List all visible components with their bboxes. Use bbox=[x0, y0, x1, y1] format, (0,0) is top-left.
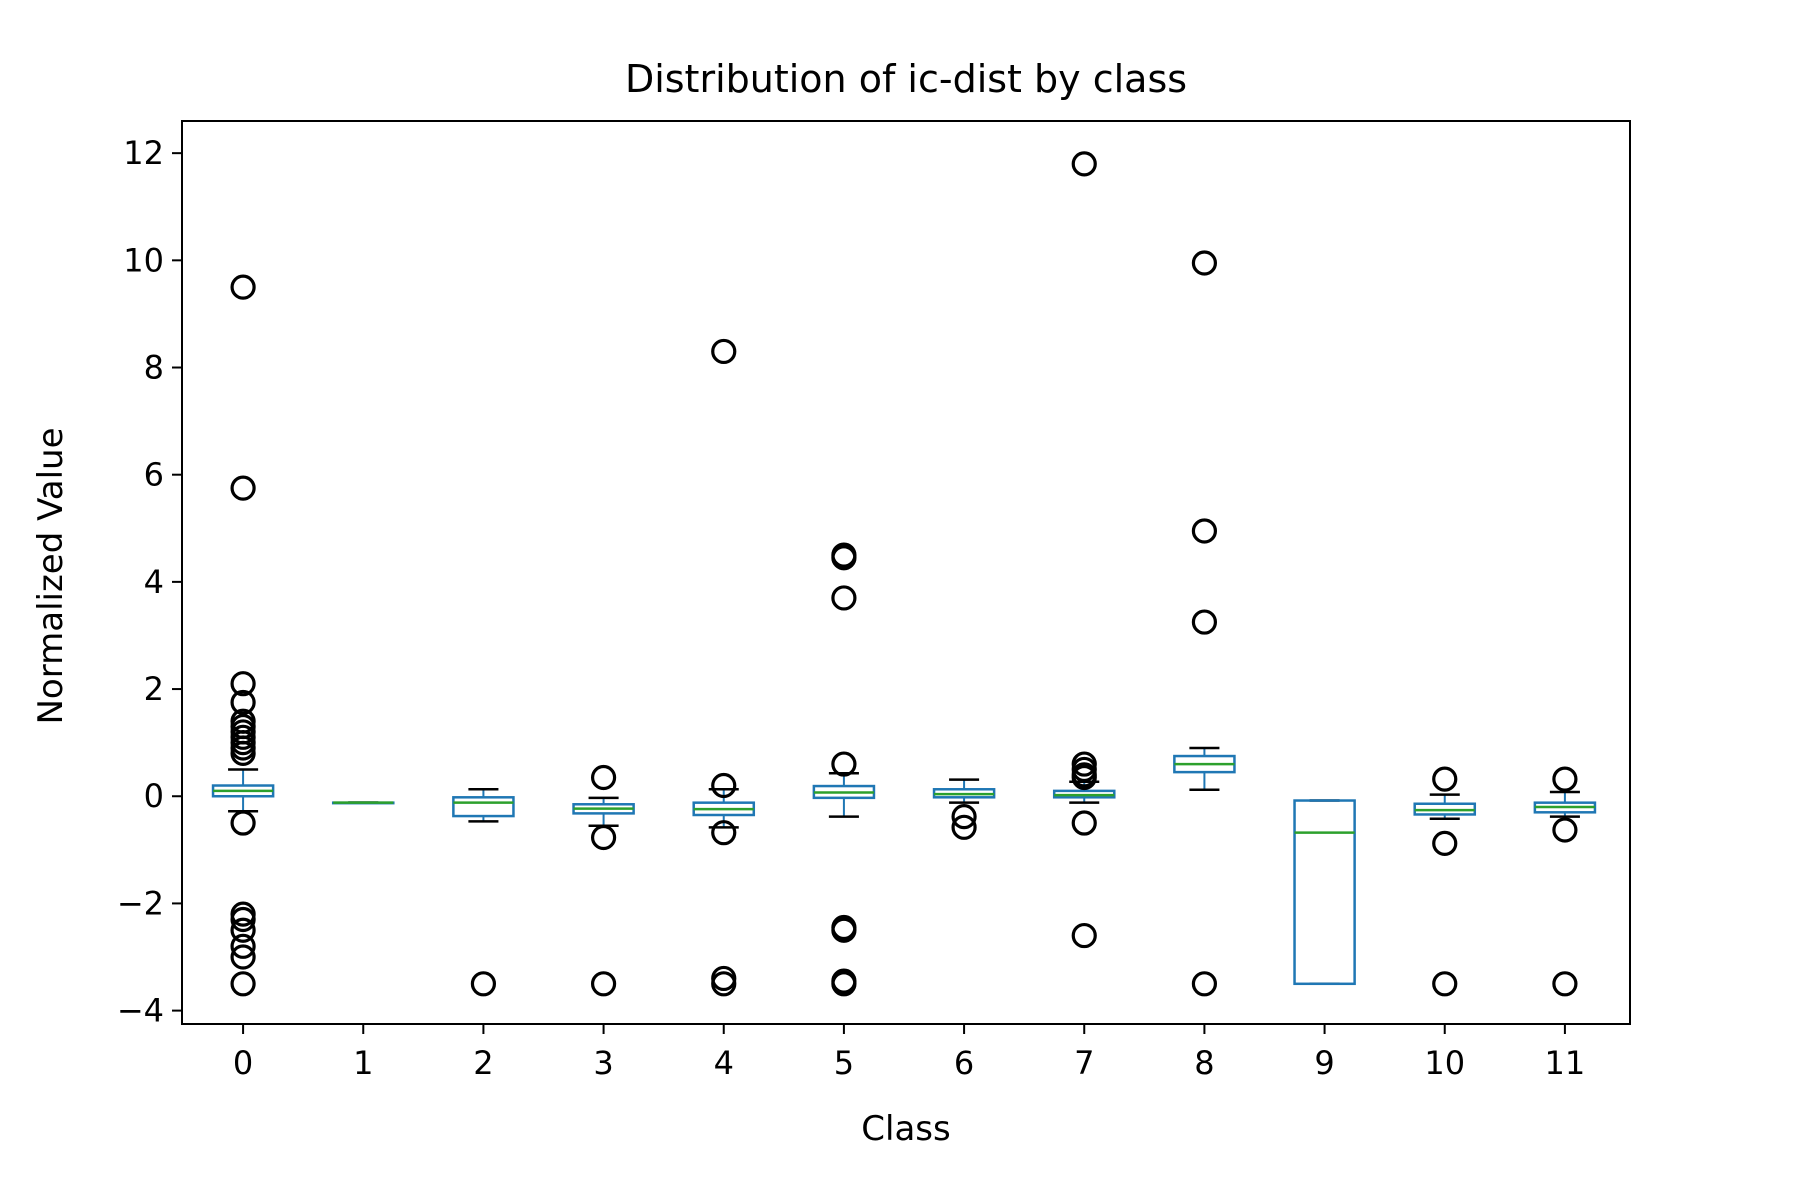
x-axis-label: Class bbox=[861, 1109, 950, 1149]
x-tick-label: 2 bbox=[473, 1044, 493, 1082]
box-group-class-8 bbox=[1173, 250, 1236, 997]
chart-title: Distribution of ic-dist by class bbox=[625, 57, 1187, 101]
outlier-point bbox=[711, 820, 737, 846]
y-tick-label: 6 bbox=[144, 456, 164, 494]
x-tick-label: 8 bbox=[1194, 1044, 1214, 1082]
outlier-point bbox=[230, 906, 256, 933]
iqr-box bbox=[1293, 799, 1356, 986]
outlier-point bbox=[711, 338, 737, 365]
outlier-point bbox=[1552, 817, 1578, 843]
outlier-point bbox=[230, 933, 256, 959]
y-tick-label: −2 bbox=[117, 884, 164, 922]
outlier-point bbox=[230, 475, 256, 501]
x-tick-label: 5 bbox=[834, 1044, 854, 1082]
outlier-point bbox=[230, 971, 256, 997]
box-group-class-1 bbox=[331, 801, 395, 805]
outlier-point bbox=[831, 751, 857, 777]
x-tick-label: 1 bbox=[353, 1044, 373, 1082]
outlier-point bbox=[1552, 971, 1578, 997]
box-group-class-6 bbox=[932, 778, 996, 840]
outlier-point bbox=[470, 971, 497, 997]
x-tick-label: 6 bbox=[954, 1044, 974, 1082]
box-group-class-3 bbox=[572, 764, 635, 997]
outlier-point bbox=[1071, 810, 1097, 836]
outlier-point bbox=[1191, 250, 1218, 276]
box-group-class-2 bbox=[452, 788, 515, 997]
outlier-point bbox=[831, 971, 857, 997]
outlier-point bbox=[1071, 764, 1097, 791]
outlier-point bbox=[1191, 609, 1218, 635]
outlier-point bbox=[590, 764, 617, 791]
y-tick-label: 12 bbox=[123, 134, 164, 172]
x-tick-label: 0 bbox=[233, 1044, 253, 1082]
outlier-point bbox=[1552, 766, 1578, 792]
x-tick-label: 11 bbox=[1545, 1044, 1586, 1082]
y-tick-label: 2 bbox=[144, 670, 164, 708]
outlier-point bbox=[951, 804, 977, 830]
x-tick-label: 4 bbox=[714, 1044, 734, 1082]
box-group-class-5 bbox=[812, 542, 876, 997]
outlier-point bbox=[230, 810, 256, 836]
outlier-point bbox=[230, 740, 256, 766]
outlier-point bbox=[711, 772, 737, 799]
outlier-point bbox=[951, 814, 977, 840]
box-group-class-9 bbox=[1293, 799, 1356, 986]
y-tick-label: 10 bbox=[123, 241, 164, 279]
x-tick-label: 3 bbox=[593, 1044, 613, 1082]
outlier-point bbox=[230, 944, 256, 970]
outlier-point bbox=[590, 824, 617, 851]
y-tick-label: 0 bbox=[144, 777, 164, 815]
outlier-point bbox=[831, 585, 857, 611]
outlier-point bbox=[230, 917, 256, 943]
outlier-point bbox=[1432, 830, 1458, 857]
outlier-point bbox=[1071, 922, 1097, 949]
outlier-point bbox=[1432, 971, 1458, 997]
x-tick-label: 10 bbox=[1424, 1044, 1465, 1082]
outlier-point bbox=[230, 274, 256, 300]
outlier-point bbox=[1191, 971, 1218, 997]
outlier-point bbox=[1071, 151, 1097, 177]
outlier-point bbox=[831, 917, 857, 943]
box-group-class-10 bbox=[1413, 766, 1477, 997]
x-tick-label: 9 bbox=[1314, 1044, 1334, 1082]
outlier-point bbox=[711, 965, 737, 992]
plot-area bbox=[211, 151, 1597, 997]
y-tick-label: 4 bbox=[144, 563, 164, 601]
outlier-point bbox=[711, 971, 737, 997]
outlier-point bbox=[831, 545, 857, 571]
outlier-point bbox=[230, 671, 256, 697]
y-axis-label: Normalized Value bbox=[31, 428, 71, 725]
plot-frame bbox=[181, 120, 1631, 1025]
y-tick-label: −4 bbox=[117, 992, 164, 1030]
box-group-class-7 bbox=[1052, 151, 1116, 949]
box-group-class-11 bbox=[1533, 766, 1597, 997]
x-tick-label: 7 bbox=[1074, 1044, 1094, 1082]
box-group-class-0 bbox=[211, 274, 275, 997]
iqr-box bbox=[452, 796, 515, 818]
y-tick-label: 8 bbox=[144, 349, 164, 387]
outlier-point bbox=[230, 689, 256, 716]
box-group-class-4 bbox=[692, 338, 756, 997]
outlier-point bbox=[1432, 766, 1458, 792]
outlier-point bbox=[590, 971, 617, 997]
outlier-point bbox=[1191, 518, 1218, 544]
